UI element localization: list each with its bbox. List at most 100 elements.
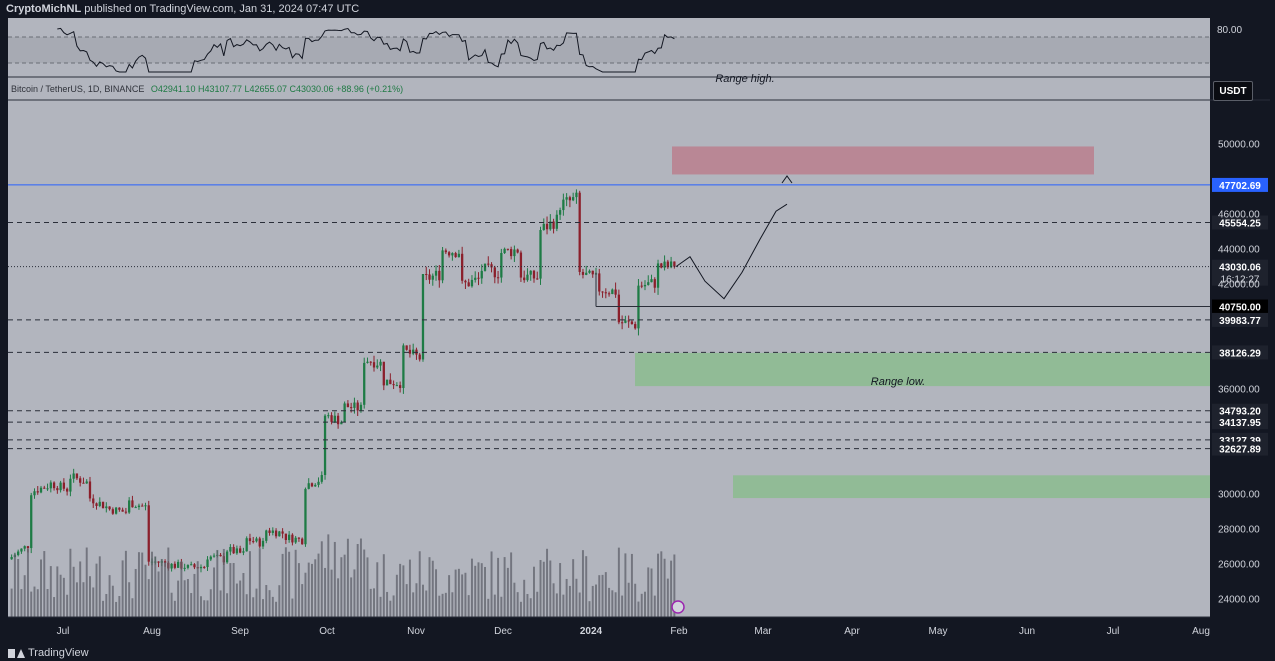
candle[interactable] <box>467 282 470 287</box>
candle[interactable] <box>643 284 647 287</box>
replay-icon[interactable] <box>671 600 685 614</box>
candle[interactable] <box>461 253 464 281</box>
candle[interactable] <box>555 214 558 229</box>
candle[interactable] <box>526 274 529 281</box>
green-zone[interactable] <box>733 475 1210 499</box>
candle[interactable] <box>33 491 36 496</box>
candle[interactable] <box>330 415 333 422</box>
candle[interactable] <box>49 482 52 489</box>
candle[interactable] <box>647 282 650 285</box>
candle[interactable] <box>261 540 265 547</box>
candle[interactable] <box>434 270 438 276</box>
green-zone[interactable] <box>635 352 1210 387</box>
candle[interactable] <box>552 221 555 229</box>
candle[interactable] <box>333 415 336 422</box>
candle[interactable] <box>402 345 405 389</box>
symbol-title[interactable]: Bitcoin / TetherUS, 1D, BINANCE <box>11 84 145 94</box>
candle[interactable] <box>627 320 630 322</box>
candle[interactable] <box>666 261 669 268</box>
candle[interactable] <box>219 554 222 557</box>
candle[interactable] <box>268 530 271 533</box>
candle[interactable] <box>389 379 392 385</box>
rsi-line[interactable] <box>57 27 675 73</box>
candle[interactable] <box>650 279 653 283</box>
candle[interactable] <box>108 506 111 510</box>
candle[interactable] <box>656 263 660 288</box>
candle[interactable] <box>585 272 588 275</box>
candle[interactable] <box>336 415 340 425</box>
candle[interactable] <box>20 548 23 552</box>
candle[interactable] <box>428 274 431 280</box>
candle[interactable] <box>604 292 607 294</box>
candle[interactable] <box>611 289 614 294</box>
footer-brand[interactable]: TradingView <box>28 647 89 659</box>
price-tag[interactable] <box>1212 345 1268 360</box>
candle[interactable] <box>111 509 114 514</box>
candle[interactable] <box>307 483 310 489</box>
candle[interactable] <box>95 503 98 506</box>
projection-path[interactable] <box>675 203 788 300</box>
candle[interactable] <box>640 285 643 287</box>
candle[interactable] <box>235 548 239 554</box>
candle[interactable] <box>225 551 229 563</box>
candle[interactable] <box>157 561 160 563</box>
candle[interactable] <box>408 349 412 354</box>
candle[interactable] <box>284 533 288 541</box>
candle[interactable] <box>274 530 278 537</box>
candle[interactable] <box>379 361 382 366</box>
candle[interactable] <box>101 501 105 509</box>
candle[interactable] <box>653 279 656 288</box>
candle[interactable] <box>52 482 56 489</box>
candle[interactable] <box>617 294 621 323</box>
candle[interactable] <box>431 275 434 280</box>
candle[interactable] <box>663 261 666 268</box>
candle[interactable] <box>454 253 457 258</box>
candle[interactable] <box>137 505 141 508</box>
candle[interactable] <box>59 482 62 491</box>
price-tag[interactable] <box>1212 415 1268 430</box>
candle[interactable] <box>128 500 131 513</box>
candle[interactable] <box>239 548 242 553</box>
candle[interactable] <box>350 407 353 409</box>
candle[interactable] <box>252 541 255 543</box>
candle[interactable] <box>310 483 314 487</box>
candle[interactable] <box>558 210 562 215</box>
candle[interactable] <box>39 487 43 493</box>
price-tag[interactable] <box>1212 403 1268 418</box>
candle[interactable] <box>620 322 624 324</box>
candle[interactable] <box>186 565 190 568</box>
candle[interactable] <box>85 481 88 484</box>
candle[interactable] <box>464 280 467 283</box>
candle[interactable] <box>539 230 542 279</box>
price-tag[interactable] <box>1212 259 1268 286</box>
candle[interactable] <box>10 557 13 560</box>
candle[interactable] <box>114 507 118 514</box>
candle[interactable] <box>353 402 356 408</box>
candle[interactable] <box>607 293 611 295</box>
candle[interactable] <box>124 511 128 513</box>
candle[interactable] <box>549 221 552 230</box>
candle[interactable] <box>385 379 389 386</box>
candle[interactable] <box>229 546 232 552</box>
candle[interactable] <box>56 488 59 491</box>
candle[interactable] <box>340 422 343 425</box>
candle[interactable] <box>474 277 477 280</box>
candle[interactable] <box>372 362 376 368</box>
candle[interactable] <box>255 538 258 542</box>
candle[interactable] <box>601 291 604 293</box>
candle[interactable] <box>598 273 601 292</box>
candle[interactable] <box>23 546 26 549</box>
candle[interactable] <box>294 537 297 543</box>
candle[interactable] <box>30 495 33 549</box>
candle[interactable] <box>483 263 487 271</box>
candle[interactable] <box>513 249 516 257</box>
candle[interactable] <box>105 506 108 509</box>
candle[interactable] <box>206 559 209 568</box>
candle[interactable] <box>199 566 203 569</box>
candle[interactable] <box>209 556 212 560</box>
candle[interactable] <box>121 509 124 512</box>
candle[interactable] <box>536 278 539 280</box>
candle[interactable] <box>190 564 193 566</box>
candle[interactable] <box>496 277 500 279</box>
